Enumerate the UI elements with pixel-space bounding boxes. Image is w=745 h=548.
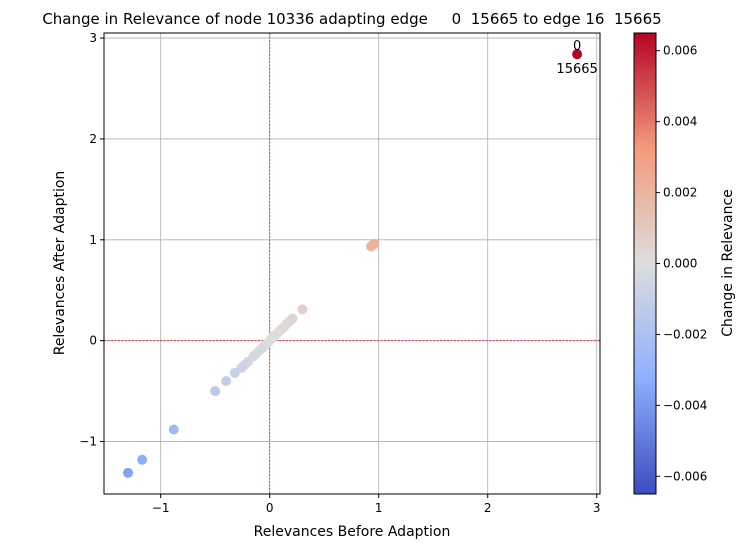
data-point xyxy=(122,467,133,478)
x-tick-label: 3 xyxy=(593,501,601,515)
y-tick-label: 2 xyxy=(89,132,97,146)
annotation-label-line-2: 15665 xyxy=(556,62,597,77)
colorbar-tick-label: −0.006 xyxy=(663,469,707,483)
plot-area: 0 15665 −1 0 1 2 3 −1 0 1 2 3 xyxy=(79,31,600,515)
point-annotation: 0 15665 xyxy=(556,39,597,77)
x-tick-label: 1 xyxy=(375,501,383,515)
data-point xyxy=(137,454,148,465)
plot-frame xyxy=(103,32,601,495)
colorbar-tick-label: 0.002 xyxy=(663,186,697,200)
plot-background xyxy=(104,33,600,494)
data-point xyxy=(221,376,232,387)
chart-title: Change in Relevance of node 10336 adapti… xyxy=(42,10,661,28)
colorbar-tick-label: 0.000 xyxy=(663,257,697,271)
colorbar-tick-label: 0.004 xyxy=(663,115,697,129)
data-point xyxy=(168,424,179,435)
x-tick-label: 0 xyxy=(266,501,274,515)
x-tick-label: 2 xyxy=(484,501,492,515)
grid-lines xyxy=(104,33,600,494)
y-axis-ticks: −1 0 1 2 3 xyxy=(79,31,104,449)
x-tick-label: −1 xyxy=(152,501,170,515)
data-points xyxy=(122,49,583,478)
annotation-label-line-1: 0 xyxy=(573,39,581,54)
colorbar-ticks: −0.006 −0.004 −0.002 0.000 0.002 0.004 0.006 xyxy=(656,44,707,483)
colorbar-label: Change in Relevance xyxy=(720,189,736,337)
colorbar-tick-label: −0.004 xyxy=(663,398,707,412)
colorbar: −0.006 −0.004 −0.002 0.000 0.002 0.004 0.006 C… xyxy=(633,32,736,495)
y-tick-label: 0 xyxy=(89,334,97,348)
x-axis-label: Relevances Before Adaption xyxy=(254,524,451,540)
colorbar-tick-label: 0.006 xyxy=(663,44,697,58)
colorbar-gradient xyxy=(633,32,657,495)
data-point xyxy=(297,304,308,315)
y-tick-label: 3 xyxy=(89,31,97,45)
x-axis-ticks: −1 0 1 2 3 xyxy=(152,494,601,515)
colorbar-tick-label: −0.002 xyxy=(663,327,707,341)
y-tick-label: −1 xyxy=(79,435,97,449)
y-axis-label: Relevances After Adaption xyxy=(52,171,68,356)
data-point xyxy=(366,241,377,252)
reference-lines xyxy=(104,33,600,494)
y-tick-label: 1 xyxy=(89,233,97,247)
data-point xyxy=(210,386,221,397)
data-point xyxy=(572,49,583,60)
data-point xyxy=(229,367,240,378)
